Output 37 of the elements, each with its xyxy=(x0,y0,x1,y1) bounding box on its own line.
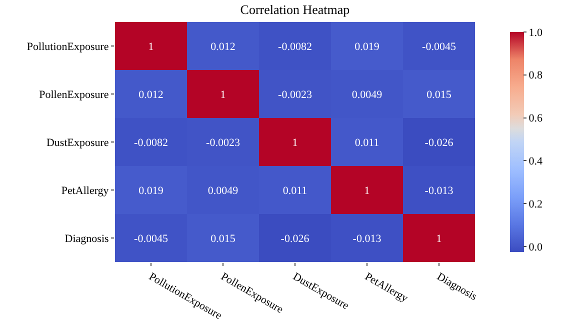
data-label: 1 xyxy=(364,184,370,197)
color-bar-label: 0.4 xyxy=(528,156,543,168)
data-label: 0.019 xyxy=(354,40,380,53)
data-label: -0.013 xyxy=(352,232,382,245)
data-label: 1 xyxy=(292,136,298,149)
data-label: -0.026 xyxy=(424,136,454,149)
data-label: -0.0023 xyxy=(206,136,240,149)
data-label: -0.013 xyxy=(424,184,454,197)
color-bar-label: 0.2 xyxy=(528,198,542,210)
data-label: -0.026 xyxy=(280,232,310,245)
y-tick-label: DustExposure xyxy=(46,136,109,149)
data-label: 0.0049 xyxy=(352,88,383,101)
data-label: 0.012 xyxy=(210,40,236,53)
y-tick-label: PollutionExposure xyxy=(26,40,109,53)
data-label: -0.0045 xyxy=(134,232,168,245)
data-label: 0.019 xyxy=(138,184,164,197)
color-bar-label: 0.0 xyxy=(528,241,543,254)
data-label: 0.015 xyxy=(426,88,452,101)
data-label: 0.011 xyxy=(282,184,308,197)
data-label: -0.0082 xyxy=(278,40,312,53)
data-label: 0.011 xyxy=(354,136,380,149)
data-label: 1 xyxy=(436,232,442,245)
color-bar-label: 0.6 xyxy=(528,112,543,125)
y-tick-label: PetAllergy xyxy=(61,184,110,197)
data-label: 0.0049 xyxy=(208,184,239,197)
data-label: -0.0045 xyxy=(422,40,456,53)
chart-title: Correlation Heatmap xyxy=(240,2,350,18)
y-tick-label: Diagnosis xyxy=(64,232,109,245)
color-bar-label: 1.0 xyxy=(528,26,543,39)
data-label: 0.015 xyxy=(210,232,236,245)
color-bar-label: 0.8 xyxy=(528,70,543,82)
data-label: -0.0082 xyxy=(134,136,168,149)
data-label: -0.0023 xyxy=(278,88,312,101)
data-label: 1 xyxy=(220,88,226,101)
data-label: 0.012 xyxy=(138,88,164,101)
data-label: 1 xyxy=(148,40,154,53)
y-tick-label: PollenExposure xyxy=(39,88,109,101)
